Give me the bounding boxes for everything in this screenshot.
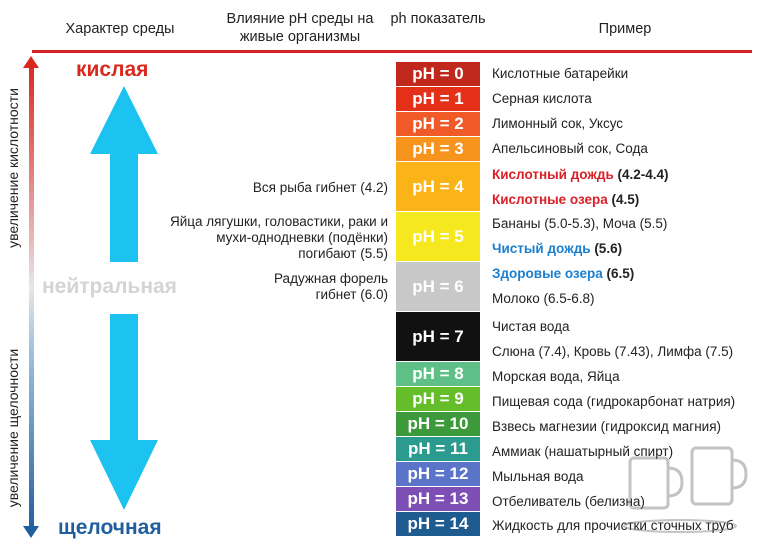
- ph-box-1: pH = 1: [396, 87, 480, 112]
- header-character: Характер среды: [65, 21, 175, 37]
- ph-box-3: pH = 3: [396, 137, 480, 162]
- example-highlight: Чистый дождь: [492, 241, 591, 256]
- effect-ph-5: Яйца лягушки, головастики, раки и мухи-о…: [169, 214, 388, 261]
- header-ph: ph показатель: [390, 11, 486, 27]
- example-item: Аммиак (нашатырный спирт): [492, 444, 674, 459]
- example-item: Чистый дождь (5.6): [492, 241, 622, 256]
- example-item: Здоровые озера (6.5): [492, 266, 634, 281]
- example-item: Чистая вода: [492, 319, 570, 334]
- ph-box-0: pH = 0: [396, 62, 480, 87]
- ph-box-6: pH = 6: [396, 262, 480, 312]
- example-highlight: Кислотный дождь: [492, 167, 614, 182]
- example-item: Мыльная вода: [492, 469, 584, 484]
- ph-box-14: pH = 14: [396, 512, 480, 537]
- ph-box-5: pH = 5: [396, 212, 480, 262]
- example-item: Кислотные батарейки: [492, 66, 629, 81]
- example-value: (4.2-4.4): [613, 167, 669, 182]
- example-item: Пищевая сода (гидрокарбонат натрия): [492, 394, 736, 409]
- header-influence: Влияние pH среды на живые организмы: [226, 11, 374, 45]
- effect-ph-4: Вся рыба гибнет (4.2): [252, 180, 388, 195]
- ph-box-2: pH = 2: [396, 112, 480, 137]
- example-value: (5.6): [590, 241, 623, 256]
- example-item: Отбеливатель (белизна): [492, 494, 645, 509]
- example-item: Молоко (6.5-6.8): [492, 291, 595, 306]
- example-item: Кислотные озера (4.5): [492, 192, 639, 207]
- example-item: Лимонный сок, Уксус: [492, 116, 624, 131]
- example-highlight: Кислотные озера: [492, 192, 608, 207]
- example-value: (4.5): [607, 192, 640, 207]
- example-highlight: Здоровые озера: [492, 266, 603, 281]
- alkalinity-axis-label: увеличение щелочности: [5, 348, 21, 508]
- example-item: Кислотный дождь (4.2-4.4): [492, 167, 669, 182]
- example-item: Серная кислота: [492, 91, 592, 106]
- example-value: (6.5): [602, 266, 635, 281]
- effect-ph-6: Радужная форель гибнет (6.0): [274, 271, 388, 302]
- ph-box-13: pH = 13: [396, 487, 480, 512]
- acidity-up-arrow-icon: [90, 86, 158, 262]
- neutral-label: нейтральная: [42, 275, 177, 298]
- example-item: Взвесь магнезии (гидроксид магния): [492, 419, 722, 434]
- ph-box-10: pH = 10: [396, 412, 480, 437]
- ph-box-7: pH = 7: [396, 312, 480, 362]
- example-item: Морская вода, Яйца: [492, 369, 620, 384]
- header-example: Пример: [598, 21, 652, 37]
- alkalinity-down-arrow-icon: [90, 314, 158, 510]
- acidic-label: кислая: [76, 58, 149, 81]
- ph-box-8: pH = 8: [396, 362, 480, 387]
- axis-down-arrowhead-icon: [23, 526, 39, 538]
- example-item: Бананы (5.0-5.3), Моча (5.5): [492, 216, 668, 231]
- header-divider: [32, 50, 752, 53]
- example-item: Слюна (7.4), Кровь (7.43), Лимфа (7.5): [492, 344, 734, 359]
- acidity-axis-label: увеличение кислотности: [5, 88, 21, 248]
- ph-box-4: pH = 4: [396, 162, 480, 212]
- example-item: Апельсиновый сок, Сода: [492, 141, 648, 156]
- vertical-axis-line: [29, 62, 34, 532]
- alkaline-label: щелочная: [58, 516, 162, 539]
- ph-box-11: pH = 11: [396, 437, 480, 462]
- example-item: Жидкость для прочистки сточных труб: [492, 518, 734, 533]
- watermark-icon: [623, 446, 748, 533]
- ph-box-12: pH = 12: [396, 462, 480, 487]
- axis-up-arrowhead-icon: [23, 56, 39, 68]
- ph-box-9: pH = 9: [396, 387, 480, 412]
